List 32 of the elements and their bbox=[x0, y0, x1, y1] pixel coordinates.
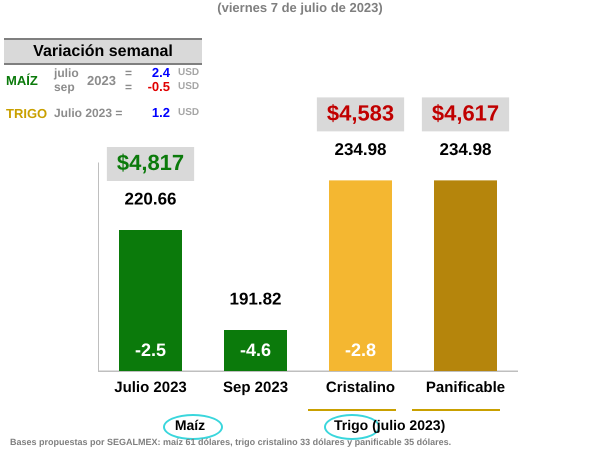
text: julio bbox=[54, 66, 79, 80]
annotation: $4,817 bbox=[116, 150, 184, 176]
annotation: -2.8 bbox=[344, 340, 376, 360]
annotation: -2.5 bbox=[134, 340, 166, 360]
text: sep bbox=[54, 80, 75, 94]
text: = bbox=[125, 66, 132, 80]
text: TRIGO bbox=[6, 106, 48, 121]
text: -0.5 bbox=[146, 79, 170, 94]
text: MAÍZ bbox=[6, 73, 38, 88]
text: USD bbox=[178, 67, 200, 78]
text: USD bbox=[178, 81, 200, 92]
data-label: 191.82 bbox=[230, 290, 282, 309]
text: Julio 2023 = bbox=[54, 106, 122, 120]
text: 1.2 bbox=[150, 105, 170, 120]
text: Bases propuestas por SEGALMEX: maíz 61 dólares, trigo cristalino 33 dólares y panificable 35 dólares. bbox=[10, 437, 452, 447]
data-label: 234.98 bbox=[440, 140, 492, 160]
text: Variación semanal bbox=[4, 38, 202, 65]
data-label: 220.66 bbox=[124, 190, 176, 209]
text: Maíz bbox=[174, 417, 206, 433]
text: = bbox=[125, 80, 132, 94]
x-tick-label: Julio 2023 bbox=[114, 379, 187, 396]
text: 2023 bbox=[87, 73, 116, 88]
text: $4,617 bbox=[432, 100, 500, 126]
x-tick-label: Cristalino bbox=[326, 379, 396, 396]
text: 2.4 bbox=[150, 65, 170, 80]
text: $4,583 bbox=[326, 100, 394, 126]
x-tick-label: Sep 2023 bbox=[222, 379, 288, 396]
x-tick-label: Panificable bbox=[426, 379, 506, 396]
chart-title: (viernes 7 de julio de 2023) bbox=[216, 0, 384, 15]
annotation: -4.6 bbox=[240, 340, 272, 360]
data-label: 234.98 bbox=[334, 140, 386, 160]
text: USD bbox=[178, 107, 200, 118]
